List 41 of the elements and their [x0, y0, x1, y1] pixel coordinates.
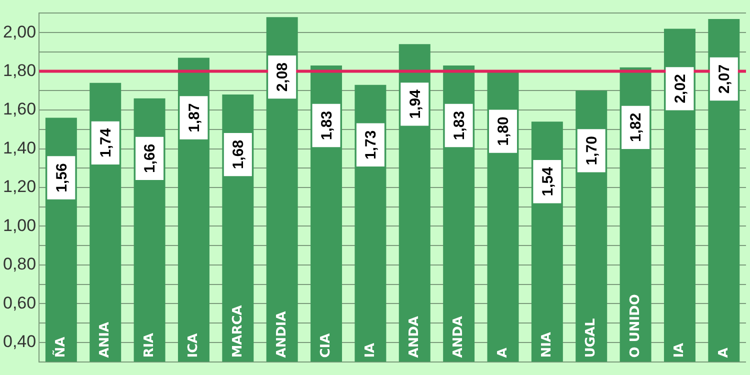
x-tick-label: ANDA: [407, 316, 422, 358]
x-tick-label: A: [716, 348, 732, 358]
x-tick-label: ÑA: [52, 336, 69, 358]
y-tick-label: 0,80: [2, 254, 36, 274]
x-tick-label: MARCA: [230, 305, 246, 358]
data-label: 1,82: [628, 112, 645, 142]
data-label: 1,54: [539, 166, 556, 196]
data-label: 1,83: [318, 110, 336, 140]
x-tick-label: NIA: [540, 332, 555, 358]
x-tick-label: ANDA: [451, 316, 466, 358]
data-label: 1,70: [584, 136, 601, 166]
data-label: 1,94: [406, 88, 424, 119]
x-tick-label: RIA: [142, 332, 157, 358]
y-tick-label: 1,00: [2, 216, 36, 235]
y-tick-label: 1,80: [2, 60, 36, 80]
data-label: 1,74: [98, 128, 114, 158]
x-tick-label: ANDIA: [274, 311, 290, 358]
x-tick-label: IA: [362, 342, 378, 358]
data-label: 2,08: [274, 62, 292, 92]
x-tick-label: A: [495, 348, 510, 358]
x-tick-label: O UNIDO: [628, 294, 643, 358]
data-label: 1,83: [450, 110, 468, 140]
x-tick-label: IA: [672, 342, 688, 358]
y-tick-label: 1,20: [2, 177, 36, 196]
data-label: 1,56: [53, 163, 70, 192]
x-tick-label: ANIA: [98, 322, 113, 358]
y-tick-label: 2,00: [2, 22, 36, 42]
y-tick-label: 1,60: [2, 100, 36, 119]
y-tick-label: 0,40: [2, 332, 36, 352]
data-label: 1,73: [362, 130, 380, 160]
data-label: 2,07: [716, 64, 734, 94]
y-tick-label: 0,60: [2, 293, 36, 312]
data-label: 1,87: [186, 103, 203, 132]
x-tick-label: CIA: [318, 333, 334, 358]
data-label: 1,68: [230, 140, 248, 170]
data-label: 2,02: [672, 74, 689, 104]
data-label: 1,80: [495, 116, 512, 146]
y-tick-label: 1,40: [2, 138, 36, 158]
x-tick-label: ICA: [186, 333, 202, 358]
data-label: 1,66: [142, 144, 159, 174]
x-tick-label: UGAL: [584, 318, 599, 358]
